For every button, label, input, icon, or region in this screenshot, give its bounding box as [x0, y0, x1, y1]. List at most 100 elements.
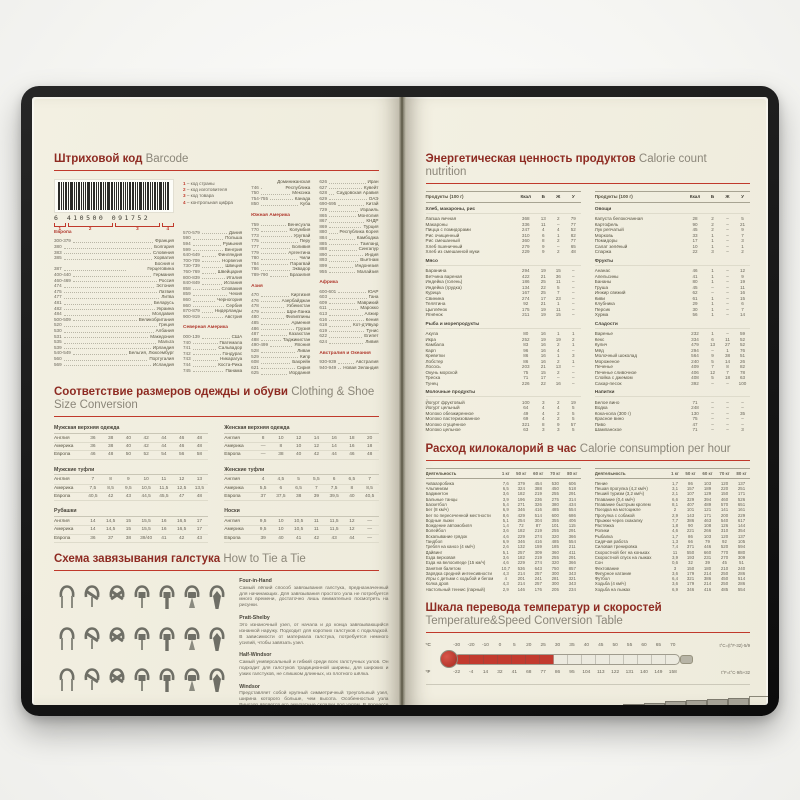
tick-label: 131 — [625, 670, 634, 676]
food-name: Печенье сливочное — [594, 369, 637, 375]
activity-value: 120 — [720, 533, 729, 539]
column-header: Ж — [556, 194, 561, 199]
barcode-bar — [145, 182, 146, 210]
dot-leader — [260, 241, 298, 243]
food-name: Карп — [425, 347, 436, 353]
country-name: Польша — [225, 235, 243, 241]
country-code: 475 — [54, 288, 62, 294]
country-code: 590 — [183, 235, 191, 241]
row-label: Европа — [224, 494, 241, 500]
food-value: 80 — [523, 331, 529, 336]
food-name: Кока-кола (300 г) — [594, 410, 631, 416]
size-value: 38 — [278, 452, 284, 458]
activity-value: 107 — [686, 491, 695, 497]
activity-value: 129 — [703, 491, 712, 497]
country-name: Ирландия — [152, 344, 174, 350]
country-entry: 520 Греция — [54, 322, 174, 328]
country-name: Куба — [300, 201, 311, 207]
food-value: 45 — [692, 227, 698, 232]
food-value: 77 — [570, 221, 576, 227]
dot-leader — [329, 249, 357, 251]
activity-value: 229 — [517, 533, 525, 539]
tie-diagrams — [54, 578, 229, 705]
country-code: 627 — [319, 184, 327, 190]
country-entry: 621 Сирия — [251, 365, 310, 371]
size-value: 38 — [125, 535, 132, 541]
dot-leader — [260, 351, 296, 353]
activity-value: 411 — [568, 549, 576, 555]
country-code: 869 — [319, 223, 327, 229]
size-table: Женские туфли Англия 4 4,5 5 5,5 6 6,5 7 Америка 5… — [224, 467, 379, 502]
country-entry: 625 Иордания — [251, 370, 310, 376]
country-code: 640-649 — [183, 252, 200, 258]
country-code: 490-499 — [251, 342, 269, 348]
food-value: 9 — [741, 273, 744, 279]
dot-leader — [260, 368, 295, 370]
size-table-row: Европа 40,5 42 43 44,5 45,5 47 48 — [54, 493, 209, 502]
food-name: Морковь — [594, 232, 614, 238]
size-value: 39 — [313, 494, 320, 500]
tie-knot-description: Half-Windsor Самый универсальный и гибкий… — [239, 652, 388, 677]
activity-name: Плавание быстрым кролем — [594, 501, 651, 507]
activity-value: 309 — [534, 549, 542, 555]
country-name: Исландия — [152, 361, 174, 367]
size-value: 14,5 — [105, 527, 116, 533]
country-name: Франция — [155, 238, 174, 244]
dot-leader — [72, 275, 152, 277]
size-table-row: Америка 9,5 10 10,5 11 11,5 12— — [224, 526, 379, 535]
country-code: 622 — [319, 333, 327, 339]
size-value: 16 — [349, 443, 355, 449]
country-code: 743 — [183, 356, 191, 362]
country-entry: 528 Ливан — [251, 348, 310, 354]
size-value: 9 — [127, 477, 130, 483]
food-value: 51 — [739, 353, 746, 358]
activity-value: 386 — [686, 517, 695, 523]
activity-value: 7,7 — [671, 517, 679, 523]
country-code: 742 — [183, 350, 191, 356]
activity-name: Силовая тренировка — [594, 544, 638, 550]
activity-value: 3,9 — [671, 554, 679, 560]
tick-label: 30 — [554, 643, 561, 649]
food-value: 9 — [541, 243, 545, 249]
country-entry: 690-695 Китай — [319, 201, 378, 207]
food-value: – — [741, 416, 744, 421]
country-name: Эстония — [156, 283, 174, 289]
food-row: Клубника 29 1–6 — [595, 301, 750, 307]
tie-diagram — [179, 703, 204, 705]
country-name: Панама — [225, 367, 243, 373]
activity-value: 101 — [686, 507, 695, 513]
tie-knot-name: Half-Windsor — [239, 652, 272, 659]
country-code: 520 — [54, 322, 62, 328]
food-value: 11 — [740, 284, 745, 290]
barcode-bar — [137, 182, 138, 210]
country-entry: 569 Исландия — [54, 362, 174, 368]
country-code: 383 — [54, 249, 62, 255]
activity-value: 686 — [568, 512, 576, 518]
food-value: – — [571, 279, 575, 284]
food-value: 3 — [711, 249, 714, 254]
activity-value: 236 — [534, 496, 542, 502]
activity-value: 485 — [551, 539, 559, 545]
food-value: – — [726, 410, 729, 416]
barcode-title-ru: Штриховой код — [54, 153, 143, 165]
food-value: – — [726, 279, 729, 284]
dot-leader — [260, 357, 299, 359]
food-value: 7 — [741, 306, 744, 312]
activity-value: 144 — [737, 523, 746, 529]
country-name: Новая Зеландия — [343, 364, 379, 370]
tie-diagram — [204, 661, 229, 697]
tie-title-en: How to Tie a Tie — [223, 553, 306, 566]
size-value: 39 — [260, 535, 266, 541]
food-value: 35 — [739, 410, 746, 416]
activity-row: Баскетбол 5,4 271 326 380 434 — [426, 502, 581, 507]
tie-diagram — [54, 578, 79, 614]
food-name: Баранина — [425, 268, 447, 273]
column-header: Б — [710, 194, 715, 199]
country-name: Казахстан — [288, 331, 311, 337]
food-value: – — [571, 306, 575, 312]
activity-value: 1,4 — [502, 523, 509, 529]
size-table-row: Америка 36 38 40 42 44 46 48 — [54, 443, 209, 452]
size-value: 8 — [261, 435, 265, 441]
activity-value: 1,7 — [671, 480, 679, 486]
barcode-bar — [91, 182, 92, 210]
